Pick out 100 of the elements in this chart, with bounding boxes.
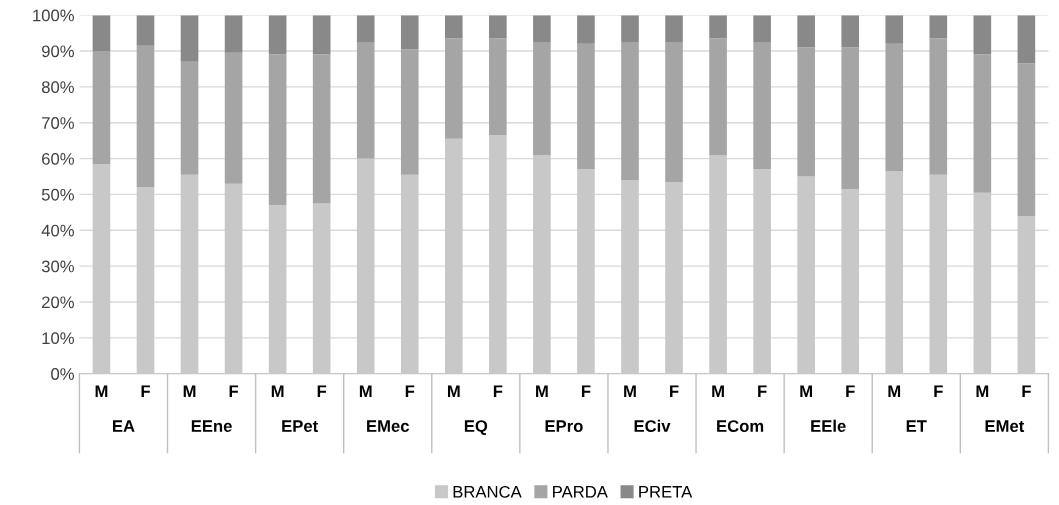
bar <box>797 15 815 48</box>
bar <box>885 171 904 374</box>
y-tick-label: 0% <box>51 368 74 380</box>
x-tick-label: M <box>95 385 108 397</box>
bar <box>577 15 595 44</box>
y-tick-label: 50% <box>41 188 74 201</box>
bar <box>973 15 992 55</box>
bar <box>356 15 375 43</box>
bar <box>136 187 155 374</box>
legend-label: PRETA <box>639 486 693 498</box>
bar <box>533 42 551 155</box>
bar <box>797 47 815 177</box>
x-tick-label: M <box>976 385 989 397</box>
bar <box>841 47 860 190</box>
text: EMec <box>367 420 410 432</box>
text: EMet <box>985 420 1025 432</box>
x-tick-label: M <box>447 385 460 397</box>
x-tick-label: M <box>800 385 812 397</box>
x-tick-label: M <box>359 385 372 397</box>
bar <box>709 154 727 374</box>
bar <box>489 135 507 374</box>
bar <box>445 15 463 39</box>
bar <box>753 15 771 43</box>
x-tick-label: M <box>183 385 196 397</box>
x-tick-label: M <box>712 385 724 397</box>
bar <box>533 15 551 43</box>
bar <box>1017 63 1036 216</box>
text: ECiv <box>634 419 671 432</box>
bar <box>400 15 419 50</box>
x-tick-label: M <box>271 385 284 397</box>
bar <box>1017 15 1036 64</box>
y-tick-label: 90% <box>41 45 74 58</box>
bar <box>665 42 683 182</box>
text: EPet <box>282 420 318 432</box>
bar <box>489 38 507 136</box>
x-tick-label: F <box>846 385 855 397</box>
bar <box>709 15 727 39</box>
x-tick-label: F <box>670 385 679 397</box>
x-tick-label: F <box>581 385 591 397</box>
bar <box>577 43 595 170</box>
x-tick-label: F <box>934 385 943 397</box>
bar <box>577 169 595 374</box>
bar <box>621 42 639 181</box>
bar <box>356 42 375 159</box>
y-tick-label: 80% <box>41 81 74 94</box>
x-tick-label: F <box>758 385 767 397</box>
bar <box>489 15 507 39</box>
bar <box>753 42 771 170</box>
bar <box>92 163 111 374</box>
bar <box>92 51 111 164</box>
bar <box>445 138 463 374</box>
bar <box>356 158 375 374</box>
bar <box>268 205 287 374</box>
x-tick-label: F <box>317 385 327 397</box>
bar <box>929 174 948 374</box>
text: ET <box>906 420 927 432</box>
bar <box>621 180 639 374</box>
bar <box>709 38 727 155</box>
x-tick-label: F <box>229 385 239 397</box>
bar <box>224 15 243 53</box>
bar <box>1017 215 1036 374</box>
bar <box>312 15 331 55</box>
bar <box>973 192 992 374</box>
bar <box>973 54 992 193</box>
bar <box>665 15 683 43</box>
bar <box>885 15 904 44</box>
bar <box>929 15 948 39</box>
text: ECom <box>717 420 764 432</box>
bar <box>268 15 287 55</box>
text: EEne <box>191 420 232 432</box>
bar <box>445 38 463 139</box>
y-tick-label: 20% <box>42 296 74 309</box>
bar <box>753 169 771 374</box>
bar <box>180 61 199 175</box>
bar <box>136 45 155 188</box>
bar <box>841 189 860 374</box>
x-tick-label: F <box>405 385 415 397</box>
bar <box>180 174 199 374</box>
y-tick-label: 100% <box>33 9 74 22</box>
bar <box>621 15 639 43</box>
bar <box>312 203 331 374</box>
text: EQ <box>464 420 488 436</box>
x-tick-label: F <box>493 385 503 397</box>
y-tick-label: 10% <box>42 332 74 345</box>
bar <box>400 174 419 374</box>
bar <box>268 54 287 206</box>
bar <box>533 154 551 374</box>
text: EEle <box>811 419 846 432</box>
x-tick-label: F <box>141 385 150 397</box>
bar <box>224 183 243 374</box>
bar <box>400 49 419 175</box>
bar <box>929 38 948 175</box>
y-tick-label: 70% <box>42 117 74 129</box>
bar <box>312 54 331 204</box>
bar <box>136 15 155 46</box>
bar <box>180 15 199 62</box>
y-tick-label: 40% <box>41 224 74 237</box>
bar <box>92 15 111 51</box>
y-tick-label: 60% <box>42 152 74 165</box>
bar <box>665 181 683 374</box>
